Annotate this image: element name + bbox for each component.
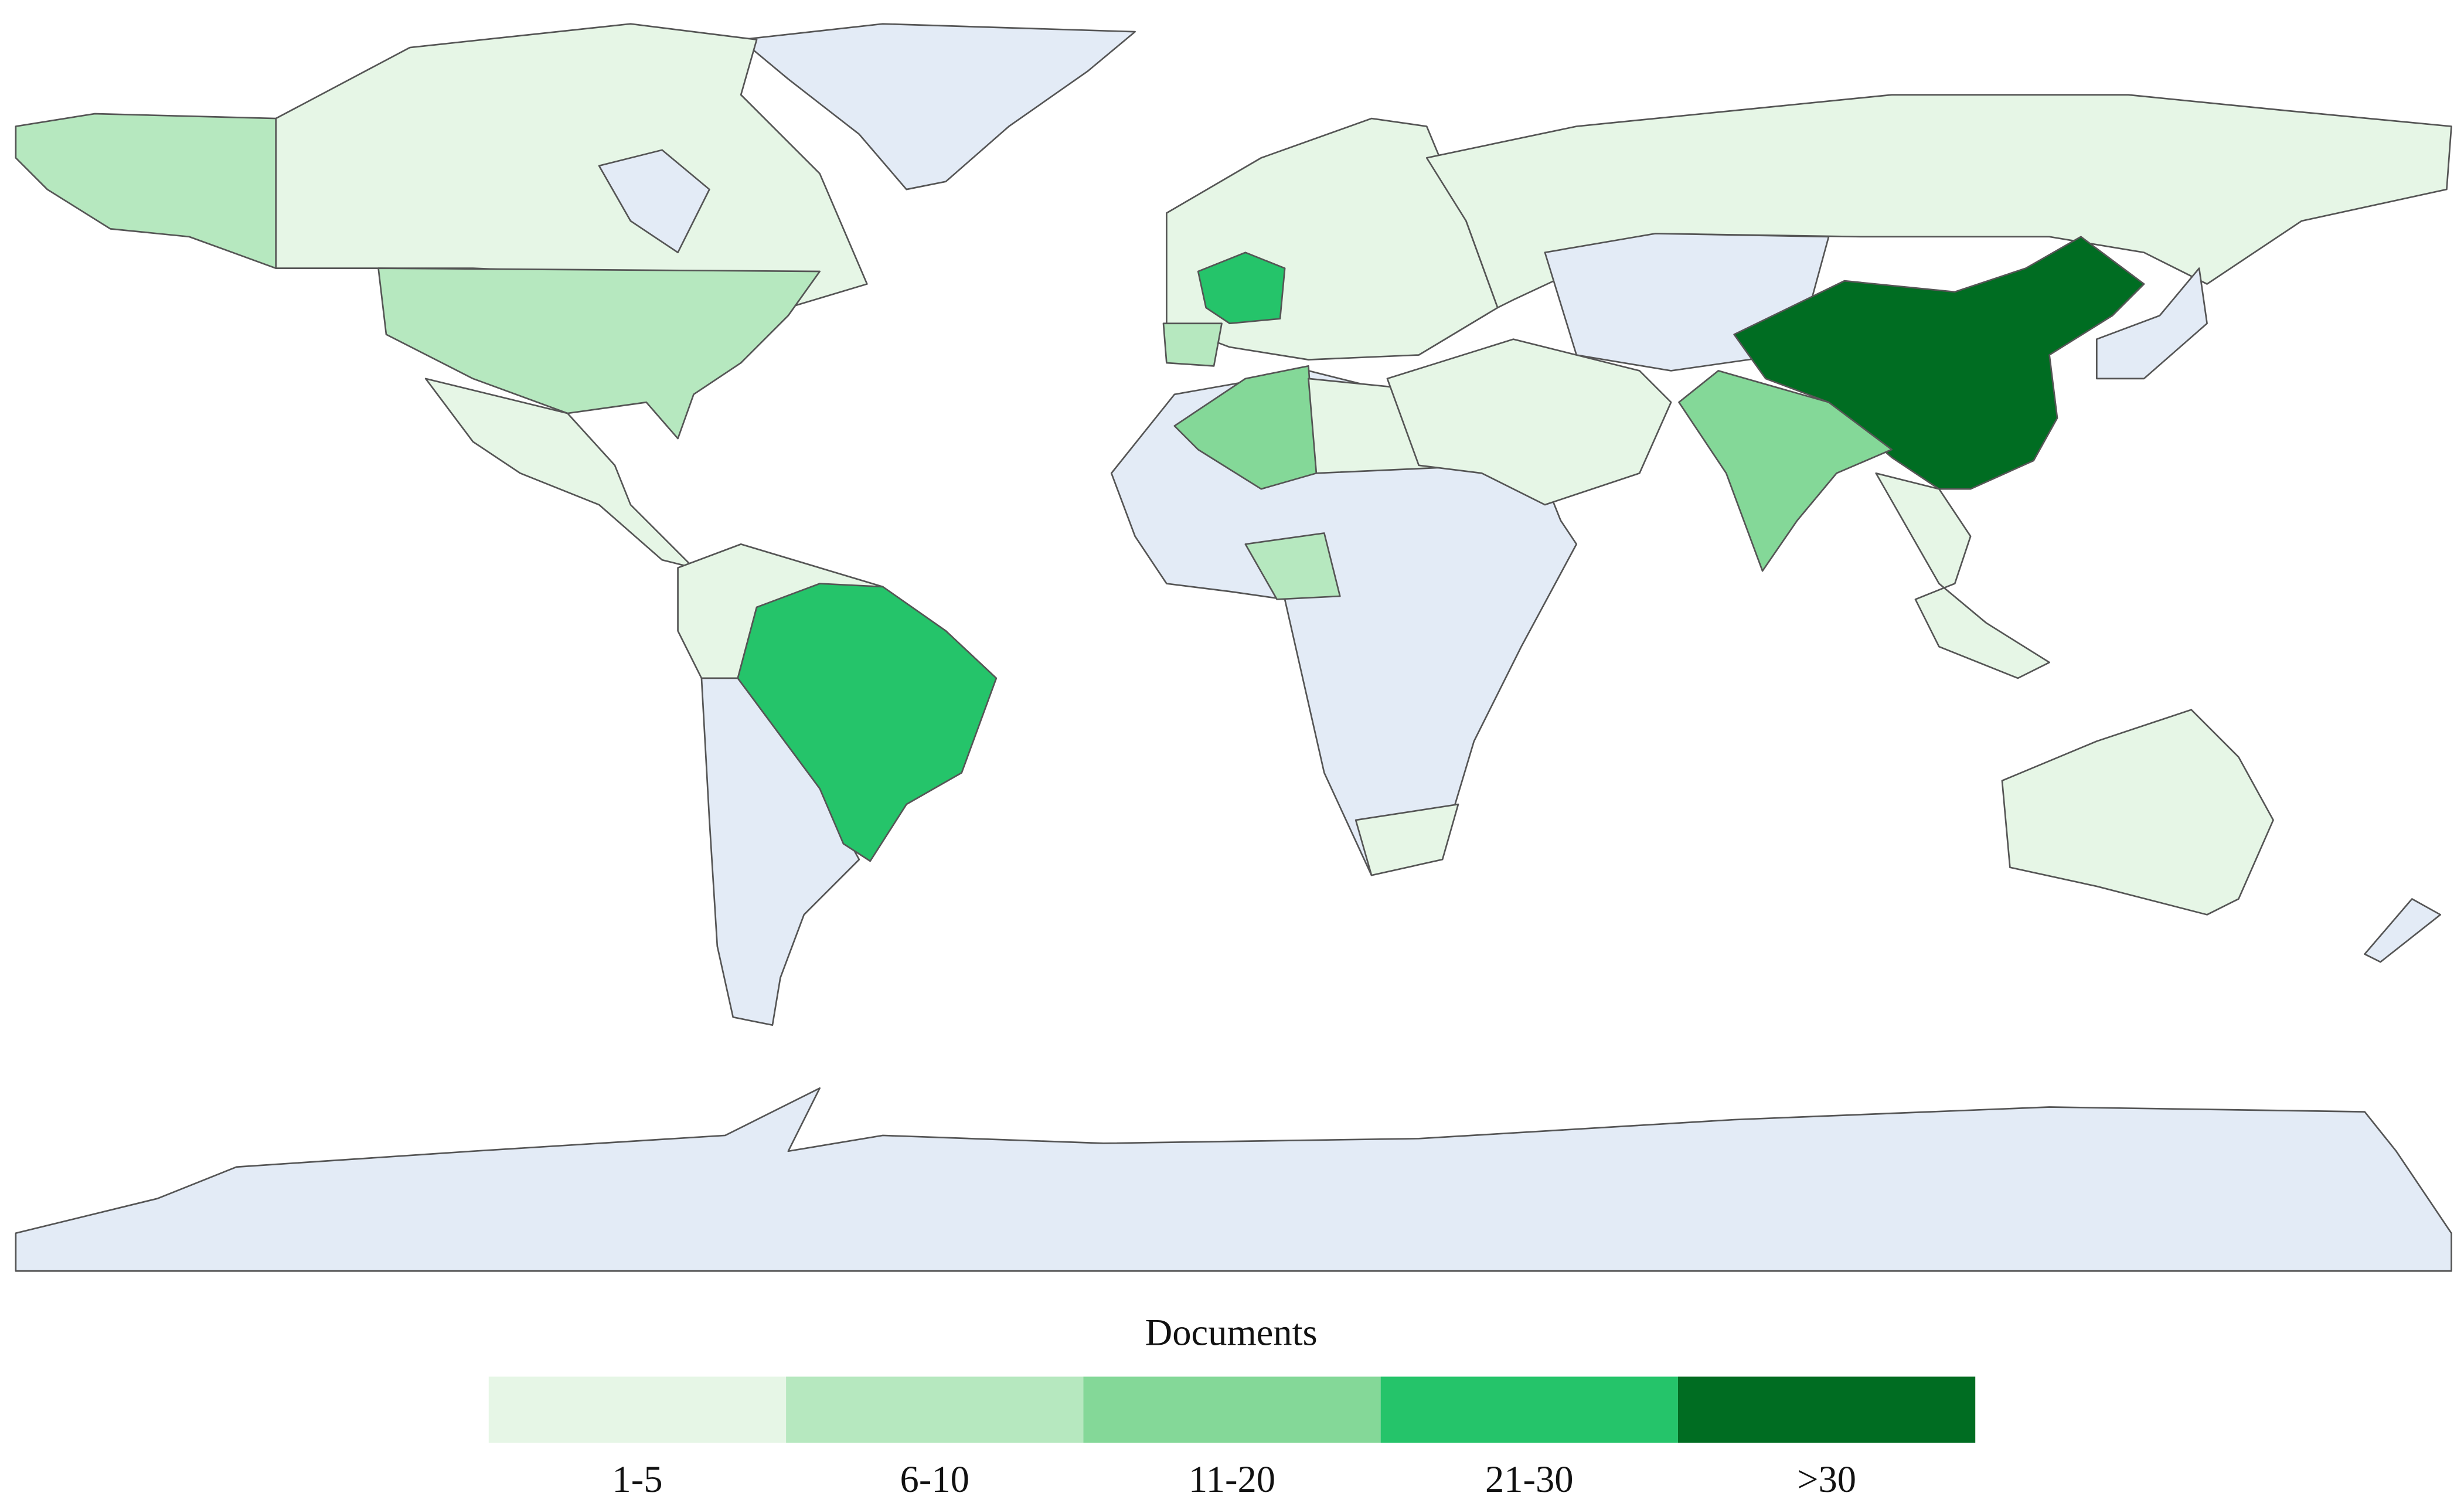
iberia — [1162, 322, 1223, 367]
alaska — [15, 113, 277, 269]
middle-east — [1386, 338, 1672, 506]
legend-title: Documents — [1145, 1311, 1318, 1354]
nigeria — [1244, 532, 1341, 600]
antarctica — [15, 1087, 2452, 1272]
new-zealand — [2364, 898, 2441, 963]
legend-swatch — [1083, 1376, 1381, 1443]
world-map — [15, 23, 2452, 1272]
legend-swatch — [488, 1376, 787, 1443]
mexico-central-america — [424, 378, 695, 569]
greenland — [740, 23, 1136, 191]
brazil — [737, 583, 998, 862]
japan-korea — [2095, 267, 2208, 380]
usa — [377, 267, 821, 440]
southeast-asia — [1875, 472, 2050, 679]
india — [1678, 370, 1893, 572]
africa — [1110, 370, 1578, 876]
legend-label: 6-10 — [900, 1458, 969, 1500]
legend-swatch — [1380, 1376, 1678, 1443]
legend-label: 21-30 — [1485, 1458, 1574, 1500]
australia — [2001, 709, 2274, 916]
legend-label: 1-5 — [612, 1458, 662, 1500]
hudson-bay — [598, 149, 710, 254]
legend: Documents 1-5 6-10 11-20 21-30 >30 — [488, 1311, 1976, 1500]
russia — [1425, 94, 2452, 309]
france — [1197, 251, 1286, 325]
legend-swatch — [786, 1376, 1084, 1443]
legend-label: >30 — [1797, 1458, 1856, 1500]
southern-africa — [1354, 803, 1459, 876]
legend-label: 11-20 — [1189, 1458, 1275, 1500]
legend-swatch — [1677, 1376, 1976, 1443]
